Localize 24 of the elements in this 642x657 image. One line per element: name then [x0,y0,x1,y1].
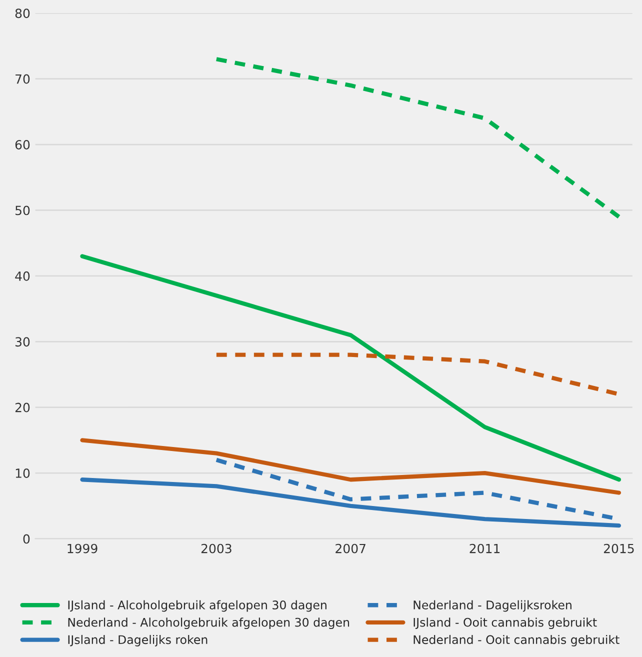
legend-label: Nederland - Ooit cannabis gebruikt [414,634,620,646]
legend-label: IJsland - Alcoholgebruik afgelopen 30 dagen [68,600,326,612]
x-tick-label: 2007 [336,544,366,554]
y-tick-label: 20 [15,402,30,412]
legend-label: IJsland - Ooit cannabis gebruikt [414,618,597,630]
y-tick-label: 70 [16,74,30,84]
x-tick-label: 2003 [201,544,232,554]
legend-label: Nederland - Dagelijksroken [414,600,572,612]
y-tick-label: 10 [16,468,30,478]
y-tick-label: 80 [15,8,30,18]
line-series [80,438,622,495]
y-tick-label: 30 [15,337,30,347]
line-series [214,57,622,219]
legend-label: IJsland - Dagelijks roken [68,634,208,646]
x-tick-label: 2015 [604,544,634,554]
y-tick-label: 50 [16,206,30,216]
y-tick-label: 40 [15,271,30,281]
line-series [80,254,622,482]
x-tick-label: 2011 [470,544,500,554]
line-series [80,478,622,528]
y-tick-label: 60 [15,140,30,150]
legend-label: Nederland - Alcoholgebruik afgelopen 30 dagen [68,618,350,630]
y-tick-label: 0 [23,534,30,544]
x-tick-label: 1999 [68,544,98,554]
